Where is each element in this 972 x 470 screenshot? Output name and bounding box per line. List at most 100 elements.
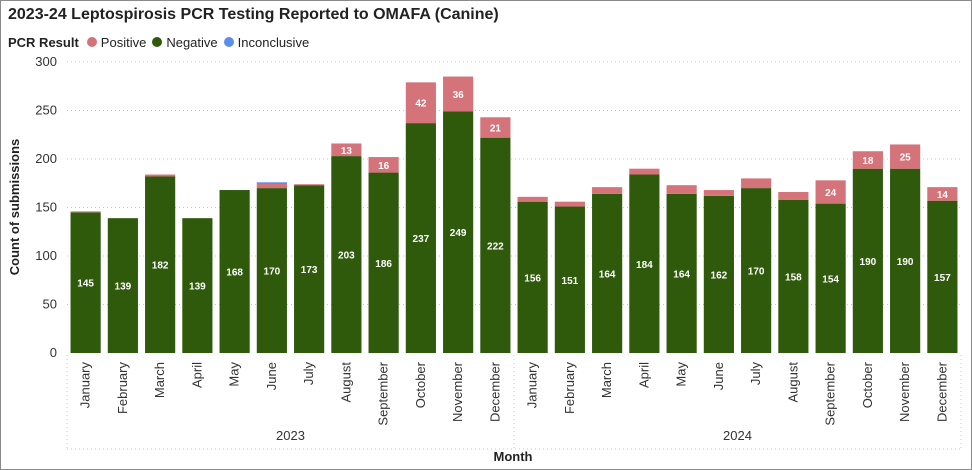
data-label-positive: 18 xyxy=(862,156,874,167)
bar-positive xyxy=(480,117,511,138)
bar-positive xyxy=(890,144,921,169)
data-label-positive: 36 xyxy=(453,90,465,101)
bar-positive xyxy=(778,191,809,200)
bar-positive xyxy=(294,184,325,186)
data-label-positive: 14 xyxy=(937,190,949,201)
legend-swatch-positive xyxy=(86,37,97,47)
bar-negative xyxy=(219,190,250,353)
data-label-negative: 203 xyxy=(338,251,355,262)
bar-positive xyxy=(70,211,101,213)
data-label-negative: 168 xyxy=(226,268,243,279)
legend-item-inconclusive[interactable]: Inconclusive xyxy=(223,34,310,50)
x-tick-label: May xyxy=(227,362,242,387)
x-tick-label: August xyxy=(785,362,800,403)
legend-label-inconclusive: Inconclusive xyxy=(237,34,310,50)
legend-swatch-negative xyxy=(152,37,163,47)
bar-positive xyxy=(592,187,623,194)
y-tick-label: 100 xyxy=(35,248,57,263)
bar-positive xyxy=(554,201,585,207)
data-label-negative: 222 xyxy=(487,241,504,252)
bar-negative xyxy=(554,206,585,353)
bar-negative xyxy=(368,172,399,353)
x-tick-label: March xyxy=(599,362,614,398)
x-tick-label: July xyxy=(301,362,316,386)
x-tick-label: November xyxy=(897,361,912,422)
bar-positive xyxy=(331,143,362,157)
data-label-negative: 139 xyxy=(189,282,206,293)
legend: PCR Result Positive Negative Inconclusiv… xyxy=(8,34,315,50)
x-tick-label: September xyxy=(376,361,391,425)
data-label-negative: 157 xyxy=(934,273,951,284)
x-tick-label: May xyxy=(674,362,689,387)
x-tick-label: January xyxy=(78,362,93,409)
data-label-negative: 184 xyxy=(636,260,653,271)
bar-positive xyxy=(852,151,883,169)
y-tick-label: 0 xyxy=(50,345,57,360)
bar-negative xyxy=(778,199,809,353)
bar-positive xyxy=(517,196,548,202)
bar-positive xyxy=(703,190,734,196)
x-group-label: 2023 xyxy=(276,428,305,443)
data-label-positive: 25 xyxy=(900,153,912,164)
data-label-negative: 162 xyxy=(711,270,728,281)
x-tick-label: December xyxy=(934,361,949,422)
bar-negative xyxy=(741,188,772,353)
bar-positive xyxy=(145,174,176,177)
bar-positive xyxy=(741,178,772,189)
x-tick-label: April xyxy=(189,362,204,388)
legend-label-positive: Positive xyxy=(100,34,147,50)
data-label-negative: 158 xyxy=(785,272,802,283)
legend-title: PCR Result xyxy=(8,34,79,50)
x-tick-label: August xyxy=(338,362,353,403)
data-label-positive: 21 xyxy=(490,123,502,134)
x-tick-label: April xyxy=(636,362,651,388)
bar-negative xyxy=(815,203,846,353)
x-axis-label: Month xyxy=(494,449,533,464)
bar-negative xyxy=(107,218,138,353)
bar-positive xyxy=(666,185,697,194)
bar-positive xyxy=(405,82,436,124)
data-label-positive: 13 xyxy=(341,146,353,157)
data-label-negative: 145 xyxy=(77,279,94,290)
x-tick-label: June xyxy=(711,362,726,390)
data-label-negative: 151 xyxy=(562,276,579,287)
bar-negative xyxy=(294,185,325,353)
x-tick-label: December xyxy=(487,361,502,422)
chart-title: 2023-24 Leptospirosis PCR Testing Report… xyxy=(8,6,499,23)
x-tick-label: February xyxy=(562,362,577,415)
legend-item-positive[interactable]: Positive xyxy=(86,34,147,50)
data-label-negative: 170 xyxy=(748,267,765,278)
y-tick-label: 250 xyxy=(35,103,57,118)
bar-negative xyxy=(890,168,921,353)
data-label-negative: 237 xyxy=(413,234,430,245)
legend-item-negative[interactable]: Negative xyxy=(152,34,218,50)
bar-negative xyxy=(592,193,623,353)
bar-negative xyxy=(331,156,362,353)
data-label-negative: 249 xyxy=(450,228,467,239)
data-label-negative: 164 xyxy=(599,269,616,280)
bar-inconclusive xyxy=(256,182,287,184)
y-tick-label: 300 xyxy=(35,54,57,69)
bar-negative xyxy=(145,176,176,353)
legend-label-negative: Negative xyxy=(166,34,218,50)
data-label-positive: 16 xyxy=(378,161,390,172)
bar-negative xyxy=(629,174,660,353)
bar-negative xyxy=(703,195,734,353)
bar-positive xyxy=(629,168,660,175)
bar-positive xyxy=(256,183,287,189)
data-label-positive: 24 xyxy=(825,188,837,199)
data-label-negative: 170 xyxy=(264,267,281,278)
bar-negative xyxy=(480,137,511,353)
x-tick-label: July xyxy=(748,362,763,386)
bar-negative xyxy=(405,123,436,353)
x-tick-label: November xyxy=(450,361,465,422)
bar-negative xyxy=(517,201,548,353)
data-label-negative: 173 xyxy=(301,265,318,276)
bar-negative xyxy=(70,212,101,353)
x-tick-label: January xyxy=(525,362,540,409)
bar-negative xyxy=(666,193,697,353)
data-label-negative: 190 xyxy=(897,257,914,268)
y-tick-label: 200 xyxy=(35,151,57,166)
x-tick-label: October xyxy=(860,361,875,408)
